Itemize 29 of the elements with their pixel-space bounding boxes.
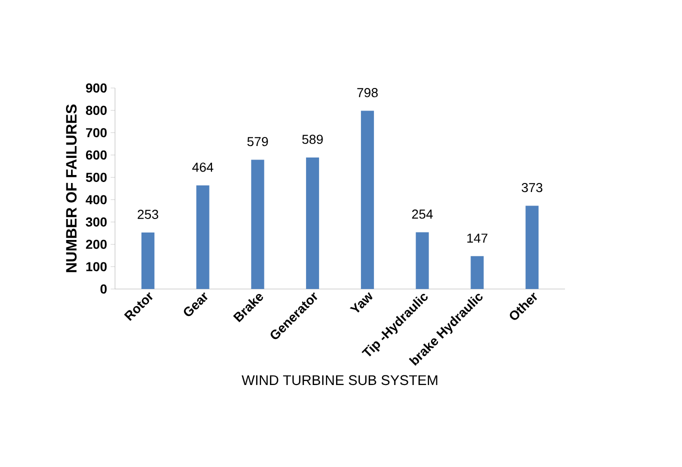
data-label: 253 — [138, 210, 158, 219]
bar — [306, 157, 320, 290]
bar — [141, 232, 154, 290]
y-tick-label: 700 — [86, 128, 107, 138]
x-axis-title: WIND TURBINE SUB SYSTEM — [242, 375, 438, 386]
x-tick-label: Yaw — [350, 292, 372, 313]
bar — [196, 185, 210, 290]
bar — [360, 110, 374, 290]
data-label: 464 — [192, 162, 214, 172]
y-tick-label: 100 — [86, 262, 107, 272]
bar — [416, 232, 429, 290]
y-axis-title: NUMBER OF FAILURES — [66, 104, 77, 272]
y-tick-label: 900 — [86, 83, 107, 93]
bar — [251, 160, 264, 290]
y-tick-label: 600 — [86, 150, 107, 160]
data-label: 579 — [247, 136, 268, 146]
data-label: 147 — [467, 234, 488, 243]
y-tick-label: 500 — [86, 172, 107, 182]
data-label: 798 — [357, 88, 378, 98]
y-tick-label: 200 — [86, 240, 107, 249]
y-tick-label: 800 — [86, 106, 107, 115]
y-tick-label: 300 — [86, 217, 107, 227]
bar — [526, 206, 539, 290]
y-tick-label: 0 — [100, 284, 107, 294]
data-label: 254 — [412, 210, 433, 219]
data-label: 589 — [302, 134, 323, 144]
data-label: 373 — [522, 182, 542, 192]
bar — [470, 256, 484, 290]
y-tick-label: 400 — [86, 195, 107, 204]
